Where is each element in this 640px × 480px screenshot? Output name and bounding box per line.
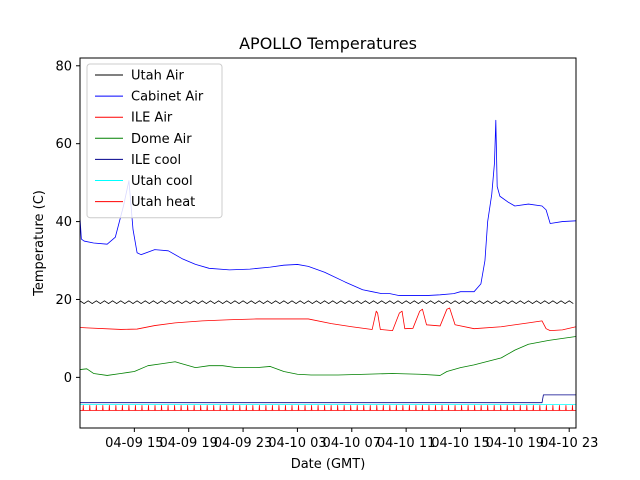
x-tick-label: 04-10 03 — [268, 436, 326, 451]
series-line-ile-air — [80, 307, 576, 332]
series-layer — [80, 119, 576, 411]
series-group — [80, 119, 576, 411]
x-tick-label: 04-10 15 — [431, 436, 489, 451]
x-tick-label: 04-10 11 — [377, 436, 435, 451]
y-axis-label: Temperature (C) — [32, 190, 47, 297]
y-tick-label: 20 — [55, 293, 72, 308]
plot-frame — [79, 57, 577, 429]
y-tick-label: 60 — [55, 137, 72, 152]
x-tick-label: 04-10 23 — [540, 436, 598, 451]
series-line-ile-cool — [80, 394, 576, 404]
x-tick-label: 04-09 23 — [214, 436, 272, 451]
legend-label-ile-cool: ILE cool — [131, 153, 181, 168]
x-tick-label: 04-10 19 — [486, 436, 544, 451]
x-tick-label: 04-09 19 — [159, 436, 217, 451]
legend-box — [86, 63, 223, 219]
series-line-utah-heat — [80, 405, 576, 411]
y-axis: 0 20 40 60 80 — [55, 59, 80, 386]
legend-label-utah-heat: Utah heat — [131, 195, 195, 210]
legend-label-ile-air: ILE Air — [131, 111, 173, 126]
series-line-cabinet-air — [80, 119, 576, 296]
y-tick-label: 0 — [64, 371, 72, 386]
legend-label-cabinet-air: Cabinet Air — [131, 90, 204, 105]
y-tick-label: 80 — [55, 59, 72, 74]
chart-title: APOLLO Temperatures — [239, 34, 417, 53]
y-tick-label: 40 — [55, 215, 72, 230]
legend-label-utah-air: Utah Air — [131, 69, 184, 84]
x-tick-label: 04-10 07 — [323, 436, 381, 451]
legend: Utah Air Cabinet Air ILE Air Dome Air ILE co… — [86, 63, 223, 219]
series-line-dome-air — [80, 336, 576, 376]
x-tick-label: 04-09 15 — [105, 436, 163, 451]
series-line-utah-air — [80, 300, 574, 304]
legend-label-utah-cool: Utah cool — [131, 174, 193, 189]
legend-label-dome-air: Dome Air — [131, 132, 192, 147]
x-axis-label: Date (GMT) — [291, 457, 366, 472]
